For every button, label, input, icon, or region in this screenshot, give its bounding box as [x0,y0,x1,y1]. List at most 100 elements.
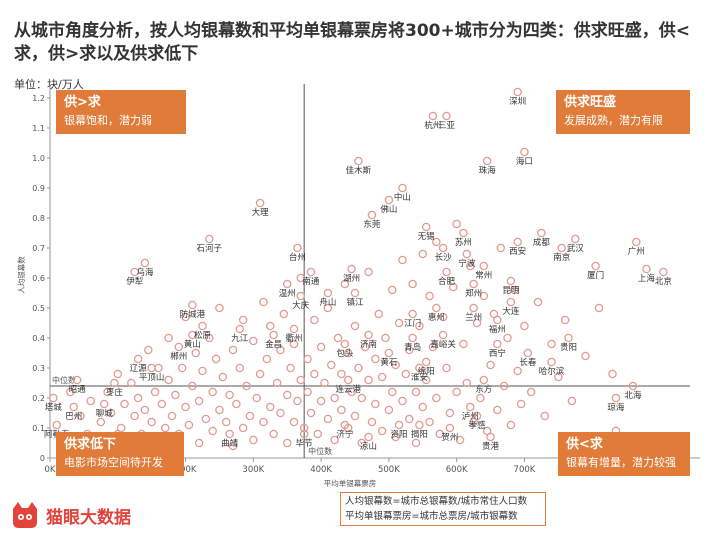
data-point [493,339,502,349]
data-point [201,414,211,424]
y-tick-label: 0.1 [32,424,45,433]
data-point [181,312,190,322]
point-label: 巴州 [65,412,82,422]
data-point [252,393,261,403]
point-label: 枣庄 [106,387,124,398]
data-point [377,372,387,382]
point-label: 福州 [489,324,506,335]
data-point [235,363,245,373]
data-point [547,339,556,349]
quadrant-top-right-sub: 发展成熟，潜力有限 [564,114,663,127]
quadrant-bottom-right-sub: 银幕有增量，潜力较强 [566,456,676,469]
data-point [262,354,272,364]
data-point [445,423,455,433]
data-point [472,318,482,328]
data-point [269,330,278,340]
data-point [188,381,197,391]
data-point [66,387,75,397]
data-point [157,399,167,409]
point-label: 揭阳 [411,429,428,440]
data-point [554,372,563,382]
data-point [184,420,194,430]
point-label: 广州 [628,246,645,257]
data-point [591,261,600,271]
data-point [411,438,421,448]
data-point [462,249,472,259]
point-label: 深圳 [509,96,526,107]
data-point [520,321,529,331]
data-point [432,393,441,403]
data-point [418,249,428,259]
data-point [404,345,414,355]
data-point [384,405,394,415]
point-label: 伊犁 [126,276,144,287]
data-point [245,411,255,421]
brand-logo: 猫眼大数据 [10,500,131,530]
point-label: 石河子 [197,243,223,254]
data-point [249,435,258,445]
data-point [238,423,248,433]
quadrant-top-right: 供求旺盛 发展成熟，潜力有限 [556,90,690,134]
x-tick-label: 700K [514,465,536,475]
data-point [442,363,451,373]
point-label: 佛山 [380,204,397,215]
data-point [438,312,448,322]
point-label: 宁波 [458,258,476,269]
quadrant-bottom-left-sub: 电影市场空间待开发 [64,456,163,469]
chart-title: 从城市角度分析，按人均银幕数和平均单银幕票房将300+城市分为四类：供求旺盛，供… [14,21,690,64]
data-point [404,414,414,424]
point-label: 哈尔滨 [539,366,565,377]
data-point [72,375,82,385]
data-point [462,378,472,388]
point-label: 松原 [194,330,211,341]
data-point [367,417,377,427]
data-point [442,111,451,121]
point-label: 郑州 [465,288,482,299]
data-point [289,324,299,334]
data-point [296,375,306,385]
data-point [147,417,156,427]
x-axis-title: 平均单银幕票房 [324,478,377,488]
data-point [215,303,224,313]
data-point [174,342,184,352]
data-point [496,243,505,253]
data-point [367,210,377,220]
data-point [347,264,356,274]
x-tick-label: 200K [175,465,197,475]
data-point [350,411,360,421]
data-point [106,408,116,418]
data-point [465,261,475,271]
data-point [289,339,299,349]
data-point [557,243,566,253]
data-point [374,309,383,319]
data-point [384,195,394,205]
data-point [272,378,282,388]
data-point [133,354,143,364]
point-label: 三亚 [438,121,456,131]
data-point [391,432,400,442]
data-point [479,291,489,301]
point-label: 绵阳 [418,366,435,377]
data-point [442,267,451,277]
data-point [249,336,258,346]
point-label: 厦门 [587,270,604,281]
point-label: 杭州 [424,120,441,131]
data-point [411,387,421,397]
y-tick-label: 0 [40,454,45,463]
point-label: 昆明 [502,286,519,296]
data-point [659,267,668,277]
data-point [381,333,390,343]
point-label: 黄石 [380,357,397,368]
data-point [194,438,204,448]
point-label: 连云港 [335,384,361,395]
y-tick-label: 0.9 [32,184,45,193]
data-point [408,333,417,343]
data-point [360,342,370,352]
data-point [343,375,353,385]
data-point [445,408,455,418]
data-point [435,429,444,439]
data-point [476,393,485,403]
data-point [408,279,417,289]
data-point [340,420,350,430]
